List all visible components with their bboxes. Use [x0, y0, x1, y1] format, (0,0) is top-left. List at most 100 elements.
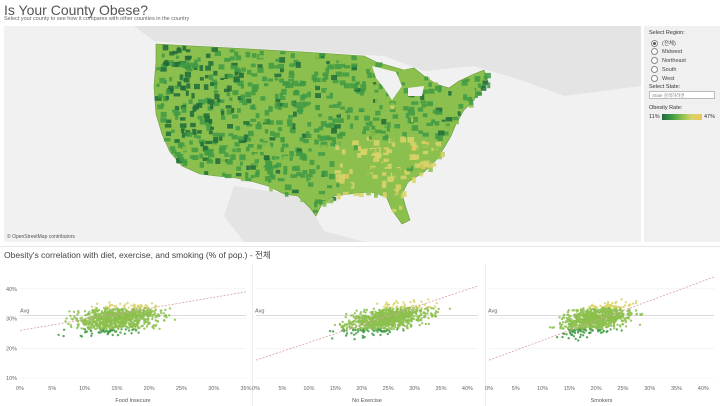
- data-point[interactable]: [67, 322, 70, 326]
- data-point[interactable]: [359, 312, 362, 316]
- data-point[interactable]: [393, 323, 397, 326]
- county-cell[interactable]: [231, 107, 235, 113]
- county-cell[interactable]: [361, 144, 367, 148]
- county-cell[interactable]: [388, 144, 394, 148]
- data-point[interactable]: [390, 313, 393, 316]
- data-point[interactable]: [105, 325, 109, 328]
- data-point[interactable]: [122, 308, 125, 312]
- data-point[interactable]: [131, 318, 134, 321]
- county-cell[interactable]: [399, 206, 403, 210]
- county-cell[interactable]: [291, 108, 299, 112]
- county-cell[interactable]: [234, 142, 240, 147]
- county-cell[interactable]: [189, 110, 195, 117]
- county-cell[interactable]: [302, 116, 306, 123]
- data-point[interactable]: [572, 335, 576, 338]
- county-cell[interactable]: [358, 102, 364, 108]
- data-point[interactable]: [165, 316, 168, 319]
- data-point[interactable]: [375, 322, 379, 325]
- county-cell[interactable]: [482, 80, 489, 86]
- data-point[interactable]: [597, 319, 600, 323]
- data-point[interactable]: [413, 315, 416, 318]
- county-cell[interactable]: [249, 165, 256, 170]
- county-cell[interactable]: [358, 106, 363, 110]
- data-point[interactable]: [562, 321, 565, 324]
- county-cell[interactable]: [360, 149, 368, 155]
- data-point[interactable]: [583, 313, 586, 316]
- county-cell[interactable]: [307, 122, 312, 127]
- county-cell[interactable]: [421, 104, 427, 108]
- county-cell[interactable]: [175, 114, 179, 120]
- data-point[interactable]: [635, 313, 638, 316]
- data-point[interactable]: [98, 324, 101, 328]
- county-cell[interactable]: [203, 84, 209, 90]
- data-point[interactable]: [591, 324, 595, 328]
- county-cell[interactable]: [411, 125, 419, 131]
- county-cell[interactable]: [192, 160, 196, 166]
- county-cell[interactable]: [480, 85, 487, 91]
- data-point[interactable]: [583, 316, 586, 319]
- data-point[interactable]: [93, 309, 96, 312]
- data-point[interactable]: [83, 310, 87, 313]
- county-cell[interactable]: [335, 174, 340, 178]
- data-point[interactable]: [379, 333, 382, 337]
- county-cells[interactable]: [154, 44, 491, 220]
- county-cell[interactable]: [207, 99, 215, 105]
- county-cell[interactable]: [418, 130, 423, 134]
- county-cell[interactable]: [295, 151, 303, 157]
- county-cell[interactable]: [242, 99, 248, 106]
- data-point[interactable]: [163, 314, 166, 318]
- data-point[interactable]: [624, 325, 628, 328]
- data-point[interactable]: [95, 307, 99, 310]
- data-point[interactable]: [162, 312, 165, 315]
- data-point[interactable]: [354, 320, 358, 323]
- data-point[interactable]: [616, 323, 619, 326]
- county-cell[interactable]: [218, 148, 226, 154]
- county-cell[interactable]: [258, 111, 263, 117]
- county-cell[interactable]: [372, 73, 376, 78]
- county-cell[interactable]: [205, 120, 212, 126]
- county-cell[interactable]: [383, 158, 390, 162]
- county-cell[interactable]: [309, 104, 314, 108]
- data-point[interactable]: [609, 311, 613, 314]
- county-cell[interactable]: [215, 148, 220, 153]
- data-point[interactable]: [103, 317, 106, 320]
- data-point[interactable]: [116, 315, 119, 319]
- data-point[interactable]: [607, 309, 611, 313]
- data-point[interactable]: [421, 322, 424, 325]
- county-cell[interactable]: [336, 183, 340, 188]
- data-point[interactable]: [387, 312, 390, 316]
- county-cell[interactable]: [169, 51, 175, 56]
- county-cell[interactable]: [368, 134, 373, 140]
- county-cell[interactable]: [327, 64, 334, 70]
- county-cell[interactable]: [178, 157, 185, 162]
- data-point[interactable]: [361, 336, 365, 339]
- county-cell[interactable]: [305, 173, 313, 179]
- county-cell[interactable]: [171, 150, 177, 154]
- data-point[interactable]: [393, 313, 397, 316]
- data-point[interactable]: [410, 320, 413, 323]
- county-cell[interactable]: [172, 50, 178, 55]
- data-point[interactable]: [400, 313, 404, 317]
- county-cell[interactable]: [249, 105, 255, 110]
- county-cell[interactable]: [199, 153, 204, 159]
- data-point[interactable]: [143, 310, 146, 313]
- data-point[interactable]: [379, 326, 382, 329]
- county-cell[interactable]: [339, 80, 346, 86]
- county-cell[interactable]: [315, 77, 321, 83]
- county-cell[interactable]: [413, 116, 418, 123]
- county-cell[interactable]: [318, 200, 326, 205]
- county-cell[interactable]: [487, 82, 491, 89]
- data-point[interactable]: [105, 321, 108, 325]
- county-cell[interactable]: [307, 177, 314, 182]
- data-point[interactable]: [143, 327, 146, 330]
- data-point[interactable]: [601, 310, 604, 313]
- data-point[interactable]: [83, 323, 87, 327]
- county-cell[interactable]: [453, 120, 459, 125]
- county-cell[interactable]: [264, 144, 271, 149]
- county-cell[interactable]: [306, 178, 311, 182]
- data-point[interactable]: [404, 313, 407, 316]
- county-cell[interactable]: [301, 133, 307, 139]
- county-cell[interactable]: [315, 82, 321, 87]
- data-point[interactable]: [431, 313, 434, 316]
- data-point[interactable]: [400, 310, 403, 313]
